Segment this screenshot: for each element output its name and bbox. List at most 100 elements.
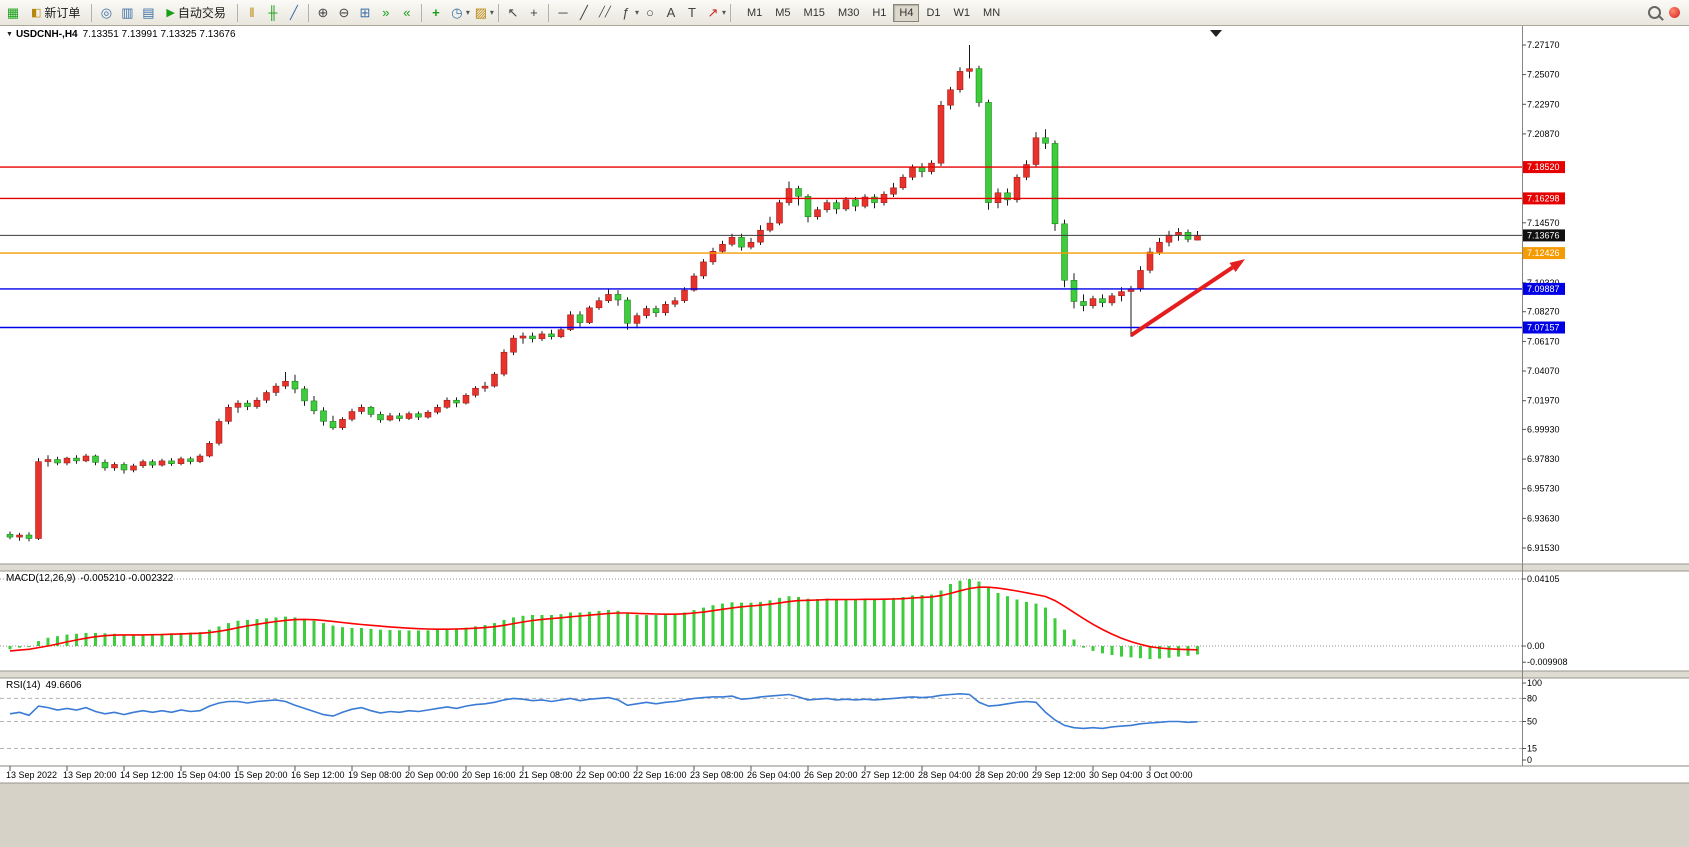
channel-tool-icon[interactable]: ╱╱ <box>598 6 611 18</box>
svg-text:0.00: 0.00 <box>1527 641 1545 651</box>
status-icon[interactable] <box>1669 7 1680 18</box>
svg-text:20 Sep 16:00: 20 Sep 16:00 <box>462 770 516 780</box>
tf-m30-button[interactable]: M30 <box>832 4 865 22</box>
time-axis[interactable]: 13 Sep 2022 13 Sep 20:00 14 Sep 12:00 15 Se… <box>0 765 1689 780</box>
svg-text:13 Sep 2022: 13 Sep 2022 <box>6 770 57 780</box>
svg-text:27 Sep 12:00: 27 Sep 12:00 <box>861 770 915 780</box>
new-order-button[interactable]: ◧ 新订单 <box>24 3 87 23</box>
svg-text:20 Sep 00:00: 20 Sep 00:00 <box>405 770 459 780</box>
toolbar-separator <box>307 3 309 22</box>
rsi-scale[interactable]: 100 80 50 150 <box>1522 678 1542 765</box>
bar-chart-mode-icon[interactable]: ‖ <box>249 5 255 20</box>
tf-m5-button[interactable]: M5 <box>769 4 796 22</box>
svg-text:6.91530: 6.91530 <box>1527 543 1560 553</box>
macd-label: MACD(12,26,9) -0.005210 -0.002322 <box>6 573 173 584</box>
panel-separator[interactable] <box>0 563 1689 679</box>
trend-arrow-annotation[interactable] <box>1129 259 1245 337</box>
svg-text:28 Sep 04:00: 28 Sep 04:00 <box>918 770 972 780</box>
cursor-icon[interactable]: ↖ <box>507 5 519 20</box>
rsi-label: RSI(14) 49.6606 <box>6 680 82 691</box>
auto-trading-button[interactable]: ▶ 自动交易 <box>159 3 232 23</box>
chart-symbol: USDCNH-,H4 <box>15 29 78 40</box>
search-icon[interactable] <box>1648 6 1661 19</box>
toolbar-separator <box>236 3 238 22</box>
svg-text:7.10320: 7.10320 <box>1527 278 1560 288</box>
tile-windows-icon[interactable]: ⊞ <box>359 5 371 20</box>
zoom-out-icon[interactable]: ⊖ <box>338 5 350 20</box>
svg-text:7.14570: 7.14570 <box>1527 218 1560 228</box>
title-collapse-icon[interactable]: ▼ <box>6 31 13 38</box>
crosshair-icon[interactable]: + <box>530 5 538 20</box>
add-indicator-icon[interactable]: + <box>432 5 440 20</box>
tf-mn-button[interactable]: MN <box>977 4 1006 22</box>
zoom-in-icon[interactable]: ⊕ <box>317 5 329 20</box>
dropdown-arrow-icon[interactable]: ▾ <box>465 8 470 17</box>
macd-name: MACD(12,26,9) <box>6 573 76 584</box>
arrows-tool-icon[interactable]: ↗ <box>707 5 719 20</box>
tf-d1-button[interactable]: D1 <box>920 4 946 22</box>
svg-text:15: 15 <box>1527 744 1537 754</box>
chart-canvas[interactable]: 13 Sep 2022 13 Sep 20:00 14 Sep 12:00 15 Se… <box>0 26 1689 847</box>
text-tool-icon[interactable]: A <box>666 5 676 20</box>
svg-text:7.09887: 7.09887 <box>1527 284 1560 294</box>
tf-w1-button[interactable]: W1 <box>948 4 977 22</box>
dropdown-arrow-icon[interactable]: ▾ <box>634 8 639 17</box>
horizontal-level-lines[interactable] <box>0 166 1522 329</box>
chart-title: ▼ USDCNH-,H4 7.13351 7.13991 7.13325 7.136… <box>6 29 236 40</box>
macd-values: -0.005210 -0.002322 <box>80 573 174 584</box>
fibonacci-tool-icon[interactable]: ƒ <box>622 5 630 20</box>
svg-text:0: 0 <box>1527 755 1532 765</box>
svg-text:7.08270: 7.08270 <box>1527 307 1560 317</box>
macd-scale[interactable]: 0.04105 0.00 -0.009908 <box>1522 574 1568 667</box>
auto-scroll-icon[interactable]: » <box>382 5 390 20</box>
timeframe-toolbar: M1 M5 M15 M30 H1 H4 D1 W1 MN <box>741 3 1006 22</box>
chart-shift-icon[interactable]: « <box>403 5 411 20</box>
chart-shift-marker-icon[interactable] <box>1210 30 1222 37</box>
toolbar-separator <box>729 3 731 22</box>
svg-text:3 Oct 00:00: 3 Oct 00:00 <box>1146 770 1193 780</box>
dropdown-arrow-icon[interactable]: ▾ <box>489 8 494 17</box>
svg-text:6.97830: 6.97830 <box>1527 454 1560 464</box>
svg-text:28 Sep 20:00: 28 Sep 20:00 <box>975 770 1029 780</box>
market-watch-icon[interactable]: ▥ <box>121 5 134 20</box>
toolbar-separator <box>91 3 93 22</box>
svg-text:19 Sep 08:00: 19 Sep 08:00 <box>348 770 402 780</box>
auto-trading-label: 自动交易 <box>177 6 226 20</box>
trendline-tool-icon[interactable]: ╱ <box>580 5 588 20</box>
svg-text:7.25070: 7.25070 <box>1527 70 1560 80</box>
new-chart-icon[interactable]: ▦ <box>6 5 20 20</box>
svg-text:6.95730: 6.95730 <box>1527 484 1560 494</box>
toolbar-separator <box>420 3 422 22</box>
svg-text:100: 100 <box>1527 678 1542 688</box>
svg-text:15 Sep 20:00: 15 Sep 20:00 <box>234 770 288 780</box>
chart-background <box>0 26 1689 847</box>
svg-text:-0.009908: -0.009908 <box>1527 657 1568 667</box>
compass-icon[interactable]: ◎ <box>100 5 113 20</box>
svg-text:13 Sep 20:00: 13 Sep 20:00 <box>63 770 117 780</box>
price-scale[interactable]: 7.27170 7.25070 7.22970 7.20870 7.14570 7.103… <box>1522 26 1565 766</box>
svg-text:7.16298: 7.16298 <box>1527 193 1560 203</box>
template-icon[interactable]: ▨ <box>474 5 488 20</box>
data-window-icon[interactable]: ▤ <box>142 5 155 20</box>
svg-text:23 Sep 08:00: 23 Sep 08:00 <box>690 770 744 780</box>
label-tool-icon[interactable]: T <box>687 5 696 20</box>
line-chart-mode-icon[interactable]: ╱ <box>289 5 298 20</box>
tf-m1-button[interactable]: M1 <box>741 4 768 22</box>
tf-h1-button[interactable]: H1 <box>866 4 892 22</box>
svg-text:7.22970: 7.22970 <box>1527 99 1560 109</box>
svg-text:6.93630: 6.93630 <box>1527 513 1560 523</box>
svg-text:80: 80 <box>1527 693 1537 703</box>
svg-text:29 Sep 12:00: 29 Sep 12:00 <box>1032 770 1086 780</box>
chart-window[interactable]: 13 Sep 2022 13 Sep 20:00 14 Sep 12:00 15 Se… <box>0 26 1689 847</box>
tf-h4-button[interactable]: H4 <box>893 3 920 22</box>
horizontal-line-tool-icon[interactable]: ─ <box>558 5 568 20</box>
svg-text:16 Sep 12:00: 16 Sep 12:00 <box>291 770 345 780</box>
candlestick-mode-icon[interactable]: ╫ <box>268 5 278 20</box>
tf-m15-button[interactable]: M15 <box>798 4 831 22</box>
svg-text:7.27170: 7.27170 <box>1527 40 1560 50</box>
dropdown-arrow-icon[interactable]: ▾ <box>721 8 726 17</box>
svg-text:7.18520: 7.18520 <box>1527 162 1560 172</box>
shapes-tool-icon[interactable]: ○ <box>646 5 654 20</box>
period-icon[interactable]: ◷ <box>451 5 463 20</box>
svg-text:21 Sep 08:00: 21 Sep 08:00 <box>519 770 573 780</box>
